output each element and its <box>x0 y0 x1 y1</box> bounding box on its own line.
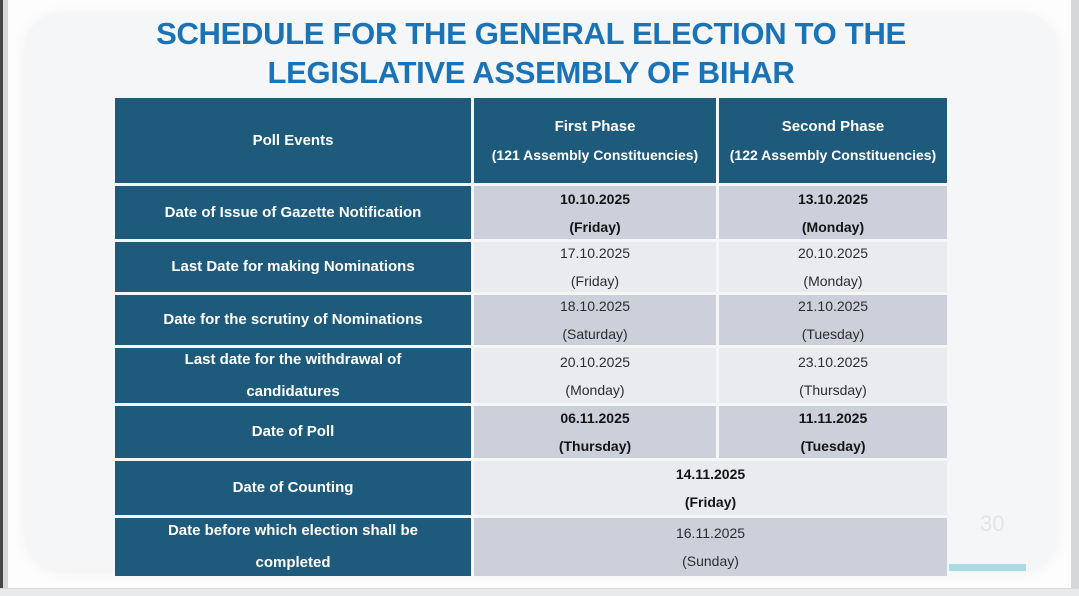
date-value: 23.10.2025 <box>797 353 869 370</box>
event-label-cell: Date of Issue of Gazette Notification <box>115 186 471 239</box>
weekday-value: (Sunday) <box>682 553 739 569</box>
weekday-value: (Tuesday) <box>801 326 865 342</box>
progress-accent-bar <box>949 564 1026 571</box>
event-label: Date of Poll <box>251 423 335 440</box>
left-edge-gray-strip <box>3 0 8 596</box>
header-second-phase-subtitle: (122 Assembly Constituencies) <box>729 146 937 163</box>
date-value: 06.11.2025 <box>560 410 630 426</box>
date-value: 10.10.2025 <box>559 190 631 207</box>
weekday-value: (Friday) <box>569 218 621 235</box>
election-schedule-table: Poll Events First Phase (121 Assembly Co… <box>115 98 947 576</box>
date-value: 17.10.2025 <box>559 245 631 261</box>
date-value: 20.10.2025 <box>797 245 869 261</box>
weekday-value: (Monday) <box>565 381 625 398</box>
weekday-value: (Saturday) <box>562 326 628 342</box>
event-label: Date for the scrutiny of Nominations <box>163 311 423 328</box>
event-label: Date before which election shall be comp… <box>167 522 419 571</box>
header-poll-events-label: Poll Events <box>252 131 334 149</box>
merged-date-cell: 16.11.2025 (Sunday) <box>474 518 947 576</box>
slide-page-number: 30 <box>980 511 1005 536</box>
bottom-edge-strip <box>0 588 1079 596</box>
second-phase-date-cell: 20.10.2025 (Monday) <box>719 242 947 292</box>
slide-title: SCHEDULE FOR THE GENERAL ELECTION TO THE… <box>115 14 947 92</box>
event-label-cell: Last Date for making Nominations <box>115 242 471 292</box>
header-cell-second-phase: Second Phase (122 Assembly Constituencie… <box>719 98 947 183</box>
date-value: 13.10.2025 <box>797 190 869 207</box>
weekday-value: (Friday) <box>684 494 737 510</box>
header-first-phase-subtitle: (121 Assembly Constituencies) <box>491 146 699 163</box>
second-phase-date-cell: 13.10.2025 (Monday) <box>719 186 947 239</box>
weekday-value: (Monday) <box>801 218 865 235</box>
weekday-value: (Thursday) <box>558 438 632 454</box>
event-label-cell: Date of Poll <box>115 406 471 458</box>
right-edge-gray-strip <box>1071 0 1079 596</box>
date-value: 11.11.2025 <box>798 410 868 426</box>
first-phase-date-cell: 17.10.2025 (Friday) <box>474 242 716 292</box>
weekday-value: (Tuesday) <box>800 438 866 454</box>
left-edge-dark-strip <box>0 0 3 596</box>
weekday-value: (Friday) <box>570 273 620 289</box>
second-phase-date-cell: 11.11.2025 (Tuesday) <box>719 406 947 458</box>
header-first-phase-label: First Phase <box>554 117 636 135</box>
header-cell-poll-events: Poll Events <box>115 98 471 183</box>
first-phase-date-cell: 20.10.2025 (Monday) <box>474 348 716 403</box>
first-phase-date-cell: 10.10.2025 (Friday) <box>474 186 716 239</box>
first-phase-date-cell: 06.11.2025 (Thursday) <box>474 406 716 458</box>
weekday-value: (Thursday) <box>799 381 867 398</box>
event-label-cell: Date for the scrutiny of Nominations <box>115 295 471 345</box>
slide-title-line1: SCHEDULE FOR THE GENERAL ELECTION TO THE <box>156 16 906 51</box>
slide-title-line2: LEGISLATIVE ASSEMBLY OF BIHAR <box>267 55 795 90</box>
second-phase-date-cell: 21.10.2025 (Tuesday) <box>719 295 947 345</box>
event-label-cell: Last date for the withdrawal of candidat… <box>115 348 471 403</box>
date-value: 18.10.2025 <box>559 298 631 314</box>
merged-date-cell: 14.11.2025 (Friday) <box>474 461 947 515</box>
date-value: 14.11.2025 <box>675 466 746 482</box>
header-cell-first-phase: First Phase (121 Assembly Constituencies… <box>474 98 716 183</box>
event-label: Date of Counting <box>232 479 354 496</box>
date-value: 16.11.2025 <box>675 525 746 541</box>
event-label: Last Date for making Nominations <box>171 258 415 275</box>
weekday-value: (Monday) <box>803 273 863 289</box>
date-value: 20.10.2025 <box>559 353 631 370</box>
event-label-cell: Date of Counting <box>115 461 471 515</box>
event-label: Date of Issue of Gazette Notification <box>164 203 422 221</box>
event-label: Last date for the withdrawal of candidat… <box>184 350 402 400</box>
event-label-cell: Date before which election shall be comp… <box>115 518 471 576</box>
first-phase-date-cell: 18.10.2025 (Saturday) <box>474 295 716 345</box>
second-phase-date-cell: 23.10.2025 (Thursday) <box>719 348 947 403</box>
header-second-phase-label: Second Phase <box>781 117 885 135</box>
date-value: 21.10.2025 <box>797 298 869 314</box>
